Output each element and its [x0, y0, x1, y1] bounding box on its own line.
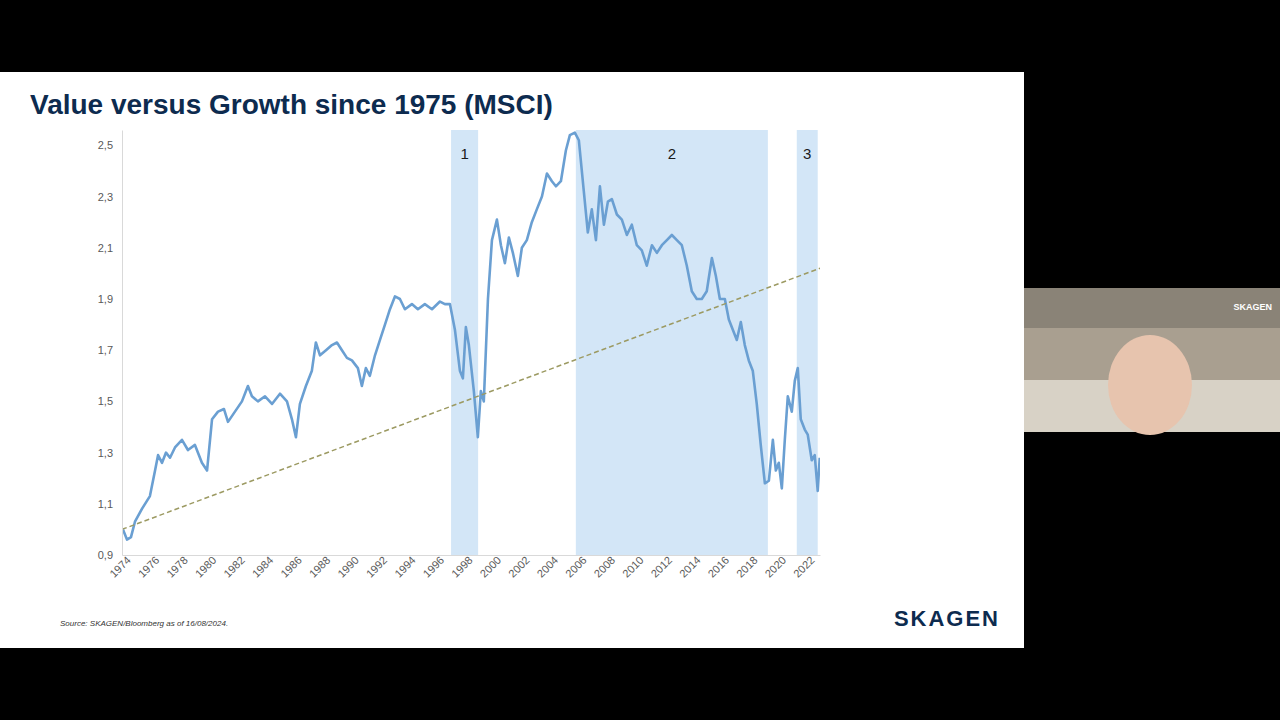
tick: 2006 [563, 554, 589, 580]
tick: 1974 [107, 554, 133, 580]
source-note: Source: SKAGEN/Bloomberg as of 16/08/202… [60, 619, 228, 628]
tick-label: 2,1 [98, 242, 113, 254]
tick: 1998 [449, 554, 475, 580]
tick: 1,3 [98, 447, 122, 459]
axis-line [122, 131, 123, 556]
tick-label: 1,1 [98, 498, 113, 510]
tick: 1,9 [98, 293, 122, 305]
tick: 1996 [421, 554, 447, 580]
tick-label: 1978 [164, 554, 190, 580]
tick-label: 1974 [107, 554, 133, 580]
tick-label: 2,5 [98, 139, 113, 151]
tick-label: 1986 [278, 554, 304, 580]
tick-label: 1992 [364, 554, 390, 580]
tick: 2004 [535, 554, 561, 580]
background [0, 0, 1280, 720]
tick-label: 1,3 [98, 447, 113, 459]
tick: 1984 [250, 554, 276, 580]
tick-label: 1988 [307, 554, 333, 580]
tick-label: 2018 [734, 554, 760, 580]
tick-label: 2,3 [98, 191, 113, 203]
tick-label: 1,5 [98, 395, 113, 407]
tick-label: 1984 [250, 554, 276, 580]
tick: 1,7 [98, 344, 122, 356]
tick-label: 2022 [791, 554, 817, 580]
tick: 2016 [705, 554, 731, 580]
tick-label: 1996 [421, 554, 447, 580]
tick-label: 2016 [705, 554, 731, 580]
tick: 2,5 [98, 139, 122, 151]
shaded-region [576, 130, 768, 555]
tick: 1994 [392, 554, 418, 580]
tick-label: 2020 [762, 554, 788, 580]
shaded-region [797, 130, 818, 555]
tick-label: 2006 [563, 554, 589, 580]
tick: 2002 [506, 554, 532, 580]
tick-label: 2012 [648, 554, 674, 580]
plot-area [122, 130, 820, 555]
video-overlay: SKAGEN [1024, 288, 1280, 435]
tick: 2014 [677, 554, 703, 580]
tick-label: 1998 [449, 554, 475, 580]
tick-label: 0,9 [98, 549, 113, 561]
tick: 1990 [335, 554, 361, 580]
x-axis: 1974197619781980198219841986198819901992… [107, 554, 820, 580]
tick: 1986 [278, 554, 304, 580]
slide [0, 72, 1024, 648]
y-axis: 0,9 1,1 1,3 1,5 1,7 1,9 2,1 2,3 2,5 [98, 131, 123, 562]
tick: 2,3 [98, 191, 122, 203]
logo: SKAGEN [894, 606, 1000, 631]
tick-label: 2002 [506, 554, 532, 580]
axis-line [123, 555, 821, 556]
data-line [123, 133, 820, 540]
screen: Value versus Growth since 1975 (MSCI) 1 2 3… [0, 0, 1280, 720]
tick: 2,1 [98, 242, 122, 254]
tick: 1,1 [98, 498, 122, 510]
tick: 2020 [762, 554, 788, 580]
region-label: 1 [460, 145, 468, 162]
region-label: 3 [803, 145, 811, 162]
tick-label: 1976 [136, 554, 162, 580]
tick: 2018 [734, 554, 760, 580]
tick-label: 2010 [620, 554, 646, 580]
tick-label: 2008 [591, 554, 617, 580]
tick: 1982 [221, 554, 247, 580]
tick-label: 1982 [221, 554, 247, 580]
tick: 2022 [791, 554, 817, 580]
trend-line [122, 268, 820, 529]
tick-label: 1980 [193, 554, 219, 580]
tick-label: 2004 [535, 554, 561, 580]
tick: 1980 [193, 554, 219, 580]
tick: 1988 [307, 554, 333, 580]
video-ceiling [1024, 288, 1280, 328]
tick: 1976 [136, 554, 162, 580]
tick-label: 1,7 [98, 344, 113, 356]
tick-label: 1990 [335, 554, 361, 580]
tick: 2010 [620, 554, 646, 580]
tick-label: 1,9 [98, 293, 113, 305]
tick: 2000 [478, 554, 504, 580]
tick: 1978 [164, 554, 190, 580]
tick-label: 2014 [677, 554, 703, 580]
tick: 1992 [364, 554, 390, 580]
tick-label: 1994 [392, 554, 418, 580]
region-label: 2 [668, 145, 676, 162]
chart-title: Value versus Growth since 1975 (MSCI) [30, 89, 553, 120]
tick: 1,5 [98, 395, 122, 407]
tick: 2008 [591, 554, 617, 580]
tick: 2012 [648, 554, 674, 580]
video-logo: SKAGEN [1233, 302, 1272, 312]
video-person [1108, 335, 1192, 435]
tick-label: 2000 [478, 554, 504, 580]
